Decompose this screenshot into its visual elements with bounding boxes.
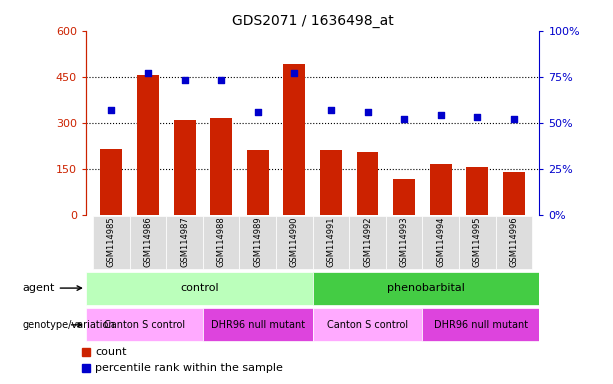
Text: GSM114993: GSM114993 — [400, 217, 409, 267]
Text: GSM114991: GSM114991 — [326, 217, 335, 267]
Bar — [386, 216, 422, 268]
Bar — [203, 308, 313, 341]
Text: count: count — [95, 346, 126, 356]
Text: Canton S control: Canton S control — [327, 320, 408, 330]
Bar — [313, 271, 539, 305]
Bar — [283, 65, 305, 215]
Text: Canton S control: Canton S control — [104, 320, 185, 330]
Bar — [313, 308, 422, 341]
Text: GSM114986: GSM114986 — [143, 217, 153, 268]
Bar — [86, 308, 203, 341]
Bar — [320, 150, 342, 215]
Bar — [459, 216, 495, 268]
Point — [216, 77, 226, 83]
Bar — [210, 118, 232, 215]
Bar — [173, 119, 196, 215]
Point — [253, 109, 262, 115]
Bar — [86, 271, 313, 305]
Text: GSM114989: GSM114989 — [253, 217, 262, 267]
Bar — [166, 216, 203, 268]
Text: GSM114985: GSM114985 — [107, 217, 116, 267]
Text: GSM114996: GSM114996 — [509, 217, 519, 267]
Bar — [466, 167, 488, 215]
Text: DHR96 null mutant: DHR96 null mutant — [211, 320, 305, 330]
Bar — [93, 216, 130, 268]
Point — [107, 107, 116, 113]
Point — [436, 112, 446, 118]
Bar — [247, 150, 268, 215]
Bar — [130, 216, 166, 268]
Text: GSM114992: GSM114992 — [363, 217, 372, 267]
Point — [473, 114, 482, 120]
Bar — [393, 179, 415, 215]
Point — [399, 116, 409, 122]
Text: GSM114995: GSM114995 — [473, 217, 482, 267]
Point — [289, 70, 299, 76]
Bar — [495, 216, 532, 268]
Text: GSM114988: GSM114988 — [216, 217, 226, 268]
Bar — [357, 152, 378, 215]
Text: GSM114994: GSM114994 — [436, 217, 445, 267]
Bar — [137, 75, 159, 215]
Text: GSM114990: GSM114990 — [290, 217, 299, 267]
Text: percentile rank within the sample: percentile rank within the sample — [95, 363, 283, 373]
Bar — [276, 216, 313, 268]
Bar — [240, 216, 276, 268]
Bar — [503, 172, 525, 215]
Point — [143, 70, 153, 76]
Text: agent: agent — [22, 283, 82, 293]
Bar — [430, 164, 452, 215]
Bar — [422, 308, 539, 341]
Bar — [203, 216, 240, 268]
Bar — [101, 149, 123, 215]
Text: genotype/variation: genotype/variation — [22, 320, 115, 330]
Bar — [313, 216, 349, 268]
Text: DHR96 null mutant: DHR96 null mutant — [434, 320, 528, 330]
Point — [326, 107, 336, 113]
Text: GSM114987: GSM114987 — [180, 217, 189, 268]
Text: phenobarbital: phenobarbital — [387, 283, 465, 293]
Point — [509, 116, 519, 122]
Bar — [422, 216, 459, 268]
Point — [363, 109, 373, 115]
Title: GDS2071 / 1636498_at: GDS2071 / 1636498_at — [232, 14, 394, 28]
Text: control: control — [180, 283, 219, 293]
Point — [180, 77, 189, 83]
Bar — [349, 216, 386, 268]
